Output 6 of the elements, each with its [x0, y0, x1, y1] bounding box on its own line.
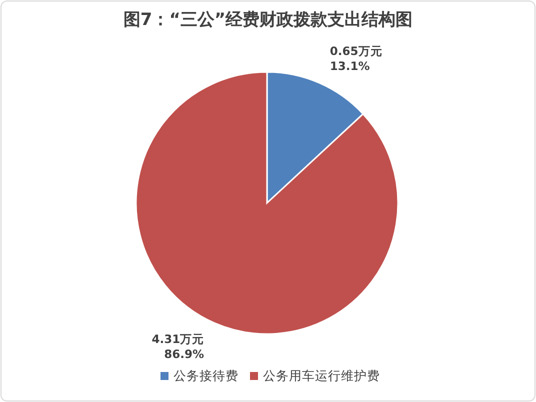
pie-slice — [135, 71, 399, 335]
chart-title: 图7：“三公”经费财政拨款支出结构图 — [123, 10, 413, 30]
data-label: 4.31万元 86.9% — [152, 332, 205, 362]
data-label: 0.65万元 13.1% — [330, 44, 382, 73]
legend-label: 公务用车运行维护费 — [263, 368, 380, 383]
legend-label: 公务接待费 — [174, 368, 238, 383]
